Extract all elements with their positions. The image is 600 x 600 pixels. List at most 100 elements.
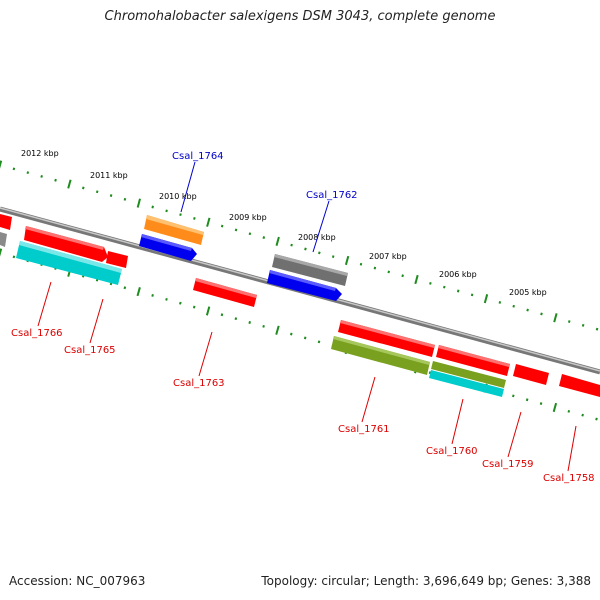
gene-label-csal-1761[interactable]: Csal_1761 xyxy=(338,424,390,435)
minor-tick xyxy=(498,301,502,304)
major-tick xyxy=(552,402,558,413)
minor-tick xyxy=(303,336,307,340)
major-tick xyxy=(275,325,280,335)
leader-line xyxy=(37,281,52,327)
gene-feature-red-highlight xyxy=(340,320,435,348)
leader-line xyxy=(180,161,196,213)
gene-label-csal-1763[interactable]: Csal_1763 xyxy=(173,378,225,389)
minor-tick xyxy=(331,255,335,259)
gene-feature-cyan-highlight xyxy=(19,241,122,273)
gene-feature-red[interactable] xyxy=(338,320,435,357)
gene-label-leaders xyxy=(37,161,577,472)
gene-feature-blue[interactable] xyxy=(139,234,197,261)
minor-tick xyxy=(567,409,571,413)
minor-tick xyxy=(318,251,321,255)
minor-tick xyxy=(179,301,182,305)
minor-tick xyxy=(12,255,16,259)
minor-tick xyxy=(595,327,599,331)
minor-tick xyxy=(443,285,446,289)
minor-tick xyxy=(526,308,529,312)
minor-tick xyxy=(109,194,113,197)
kbp-label: 2005 kbp xyxy=(509,288,547,297)
gene-features xyxy=(0,214,600,397)
kbp-label: 2010 kbp xyxy=(159,192,197,201)
minor-tick xyxy=(470,293,474,297)
minor-tick xyxy=(290,243,293,247)
minor-tick xyxy=(165,297,168,301)
minor-tick xyxy=(40,175,43,178)
minor-tick xyxy=(373,266,377,270)
kbp-labels: 2012 kbp 2011 kbp 2010 kbp 2009 kbp 2008… xyxy=(21,149,547,297)
minor-tick xyxy=(581,323,585,327)
minor-tick xyxy=(82,186,85,190)
gene-feature-red[interactable] xyxy=(24,226,108,262)
minor-tick xyxy=(262,236,266,239)
minor-tick xyxy=(317,340,321,344)
minor-tick xyxy=(512,394,515,398)
gene-feature-red[interactable] xyxy=(436,345,510,376)
minor-tick xyxy=(456,289,460,293)
gene-feature-red[interactable] xyxy=(513,364,549,385)
minor-tick xyxy=(234,228,238,232)
minor-tick xyxy=(12,167,16,171)
gene-feature-gray[interactable] xyxy=(272,254,348,286)
minor-tick xyxy=(192,305,196,309)
major-tick xyxy=(483,294,489,304)
genome-summary-text: Topology: circular; Length: 3,696,649 bp… xyxy=(261,574,591,588)
gene-label-csal-1764[interactable]: Csal_1764 xyxy=(172,151,224,162)
kbp-label: 2011 kbp xyxy=(90,171,128,180)
minor-tick xyxy=(359,262,363,266)
minor-tick xyxy=(304,247,307,251)
minor-tick xyxy=(290,332,293,336)
gene-feature-cyan[interactable] xyxy=(16,241,122,285)
gene-label-csal-1759[interactable]: Csal_1759 xyxy=(482,459,534,470)
gene-label-csal-1762[interactable]: Csal_1762 xyxy=(306,190,358,201)
gene-label-csal-1765[interactable]: Csal_1765 xyxy=(64,345,116,356)
gene-feature-cyan[interactable] xyxy=(429,370,504,397)
minor-tick xyxy=(581,413,584,417)
gene-feature-red[interactable] xyxy=(559,374,600,397)
minor-tick xyxy=(567,320,571,323)
minor-tick xyxy=(248,232,252,236)
leader-line xyxy=(507,411,522,458)
major-tick xyxy=(0,248,3,257)
gene-label-csal-1760[interactable]: Csal_1760 xyxy=(426,446,478,457)
gene-feature-red[interactable] xyxy=(0,214,12,230)
leader-line xyxy=(312,200,330,253)
minor-tick xyxy=(525,398,529,402)
gene-feature-red[interactable] xyxy=(106,251,128,268)
major-tick xyxy=(67,179,72,189)
gene-feature-red[interactable] xyxy=(193,278,257,307)
minor-tick xyxy=(428,371,432,375)
kbp-label: 2012 kbp xyxy=(21,149,59,158)
minor-tick xyxy=(595,417,598,421)
gene-labels: Csal_1764 Csal_1762 Csal_1766 Csal_1765 … xyxy=(11,151,595,484)
gene-feature-blue[interactable] xyxy=(267,270,342,301)
minor-tick xyxy=(220,224,224,228)
kbp-label: 2009 kbp xyxy=(229,213,267,222)
leader-line xyxy=(567,425,577,472)
gene-label-csal-1758[interactable]: Csal_1758 xyxy=(543,473,595,484)
minor-tick xyxy=(512,304,515,308)
kbp-label: 2006 kbp xyxy=(439,270,477,279)
major-tick xyxy=(0,160,3,169)
kbp-scale-outer xyxy=(0,160,599,331)
gene-feature-blue-highlight xyxy=(141,234,192,251)
genome-title: Chromohalobacter salexigens DSM 3043, co… xyxy=(104,9,496,24)
gene-feature-olive[interactable] xyxy=(431,361,506,388)
gene-label-csal-1766[interactable]: Csal_1766 xyxy=(11,328,63,339)
minor-tick xyxy=(248,321,251,324)
gene-feature-olive[interactable] xyxy=(331,336,430,375)
accession-text: Accession: NC_007963 xyxy=(9,574,146,588)
leader-line xyxy=(361,376,376,423)
gene-feature-red-highlight xyxy=(195,278,257,298)
minor-tick xyxy=(220,313,224,317)
gene-feature-gray[interactable] xyxy=(0,232,7,247)
kbp-label: 2007 kbp xyxy=(369,252,407,261)
minor-tick xyxy=(179,213,182,217)
major-tick xyxy=(414,274,419,285)
minor-tick xyxy=(151,205,154,209)
minor-tick xyxy=(539,402,543,405)
gene-feature-orange-highlight xyxy=(146,215,204,235)
